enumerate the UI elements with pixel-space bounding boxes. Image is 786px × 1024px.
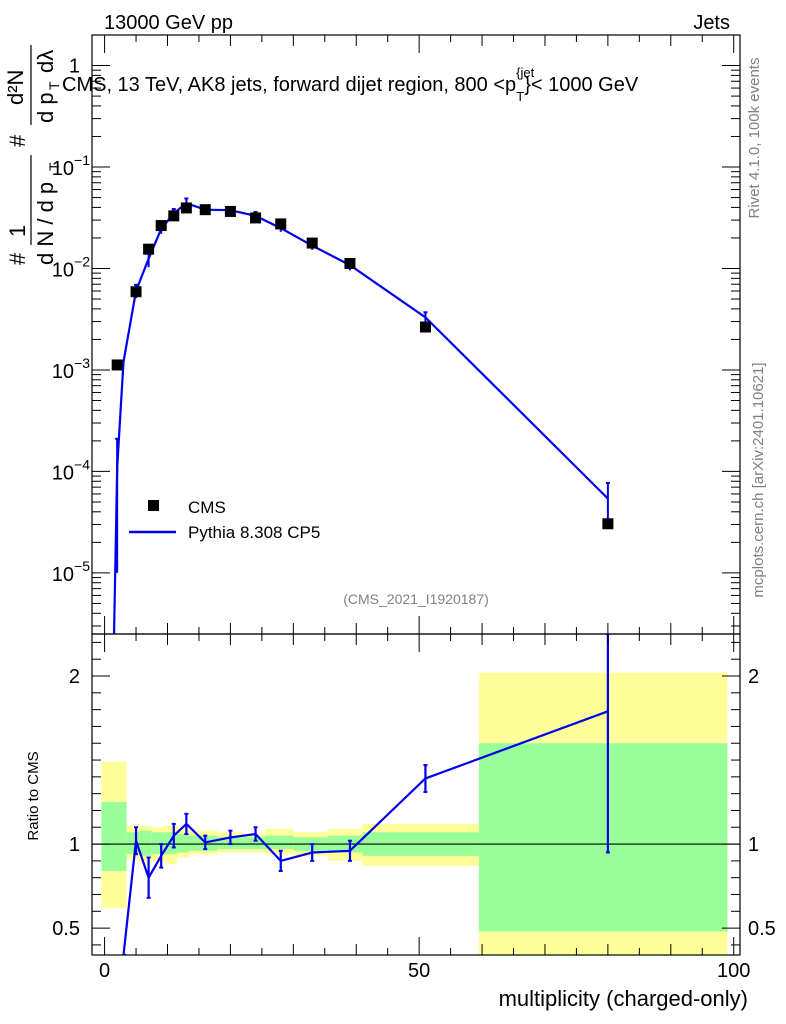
xtick-label-0: 0 [99, 960, 110, 982]
y-label-frac-1: 1 [5, 225, 30, 237]
main-ytick-label-5: 1 [69, 56, 80, 78]
chart-title-tail: }< 1000 GeV [524, 74, 639, 96]
main-ytick-label-0: 10−5 [52, 558, 90, 586]
main-ytick-label-2: 10−3 [52, 355, 90, 383]
chart-title: CMS, 13 TeV, AK8 jets, forward dijet reg… [62, 65, 639, 104]
y-label-den-lambda: dλ [33, 50, 58, 73]
main-ytick-label-4: 10−1 [52, 152, 90, 180]
cms-data-point-2 [143, 243, 155, 255]
ratio-frame [91, 633, 741, 956]
ratio-band-inner-2 [139, 830, 152, 856]
chart-title-sup: {jet [516, 65, 534, 80]
main-mc-line [112, 201, 609, 634]
legend-label-pythia: Pythia 8.308 CP5 [188, 523, 320, 542]
ratio-band-inner-6 [189, 835, 218, 851]
main-ytick-label-3: 10−2 [52, 253, 90, 281]
y-label-den-sub-1: T [46, 162, 62, 171]
y-label-den-2: d p [33, 92, 58, 123]
ratio-band-inner-9 [265, 835, 294, 850]
cms-data-point-10 [306, 237, 318, 249]
cms-data-point-8 [250, 212, 262, 224]
y-label-num-2: # [5, 134, 30, 147]
ratio-ytick-label-left-2: 2 [69, 666, 80, 688]
cms-data-point-3 [155, 220, 167, 232]
cms-data-point-0 [111, 359, 123, 371]
main-y-axis-label: # 1 d N / d p T # d²N d p T dλ [3, 45, 62, 265]
y-label-den-1: d N / d p [33, 182, 58, 265]
cms-data-point-4 [168, 210, 180, 222]
cms-data-point-7 [224, 205, 236, 217]
main-frame [91, 34, 741, 635]
ratio-ytick-label-left-1: 1 [69, 834, 80, 856]
header-left: 13000 GeV pp [104, 12, 233, 34]
xtick-label-1: 50 [408, 960, 430, 982]
cms-data-point-9 [275, 218, 287, 230]
ratio-ytick-label-right-1: 1 [748, 834, 759, 856]
legend: CMS Pythia 8.308 CP5 [129, 498, 320, 542]
main-panel: 10−5 10−4 10−3 10−2 10−1 1 [52, 34, 741, 635]
ratio-band-inner-0 [101, 802, 127, 871]
mcplots-label: mcplots.cern.ch [arXiv:2401.10621] [750, 362, 767, 597]
legend-label-cms: CMS [188, 498, 226, 517]
cms-data-point-12 [419, 321, 431, 333]
main-y-ticks: 10−5 10−4 10−3 10−2 10−1 1 [52, 34, 740, 627]
y-label-num-1: # [5, 252, 30, 265]
cms-data-point-13 [602, 518, 614, 530]
rivet-version-label: Rivet 4.1.0, 100k events [746, 58, 763, 219]
ratio-band-inner-8 [242, 837, 266, 850]
chart-title-sub: T [516, 89, 524, 104]
cms-data-point-6 [199, 204, 211, 216]
ratio-y-axis-label: Ratio to CMS [25, 751, 42, 840]
header-right: Jets [693, 12, 730, 34]
xtick-label-2: 100 [717, 960, 750, 982]
cms-data-point-11 [344, 257, 356, 269]
y-label-den-sub-2: T [46, 81, 62, 90]
main-mc-group [112, 197, 610, 634]
cms-data-point-1 [130, 286, 142, 298]
main-ytick-label-1: 10−4 [52, 456, 90, 484]
x-ticks: 0 50 100 [99, 35, 750, 982]
ratio-band-inner-13 [478, 743, 728, 932]
y-label-frac-2: d²N [3, 70, 28, 105]
ratio-mc-group [122, 634, 610, 955]
ratio-ytick-label-right-2: 2 [748, 666, 759, 688]
ratio-y-ticks: 0.5 0.5 1 1 2 2 [52, 641, 776, 946]
ratio-bands [101, 672, 728, 955]
ratio-ytick-label-right-0: 0.5 [748, 918, 776, 940]
x-axis-label: multiplicity (charged-only) [499, 986, 748, 1011]
ratio-panel: 0.5 0.5 1 1 2 2 0 50 100 [52, 35, 776, 982]
ratio-band-inner-5 [176, 833, 190, 853]
ratio-ytick-label-left-0: 0.5 [52, 918, 80, 940]
chart-title-main: CMS, 13 TeV, AK8 jets, forward dijet reg… [62, 74, 516, 96]
analysis-tag: (CMS_2021_I1920187) [343, 591, 489, 607]
cms-data-point-5 [180, 202, 192, 214]
legend-marker-cms [148, 500, 159, 511]
